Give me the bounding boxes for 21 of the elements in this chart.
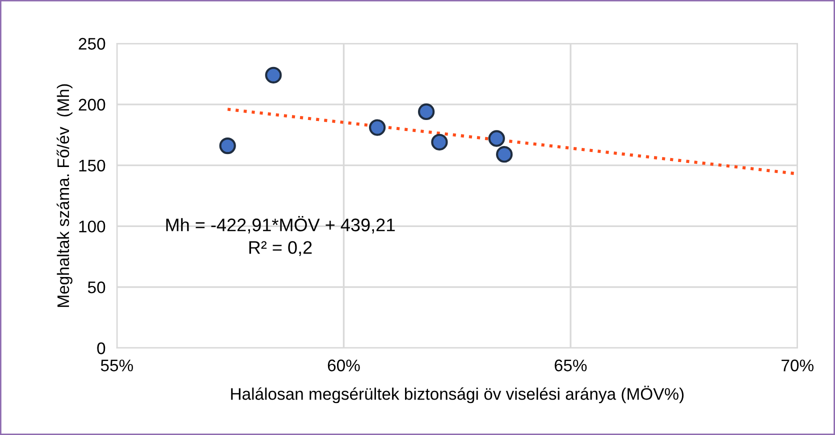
point <box>219 137 236 154</box>
x-axis-title: Halálosan megsérültek biztonsági öv viselési aránya (MÖV%) <box>231 386 684 404</box>
point <box>265 66 282 84</box>
point <box>496 146 513 163</box>
y-tick-label: 50 <box>88 282 106 294</box>
y-axis-title: Meghaltak száma. Fő/év (Mh) <box>56 84 72 307</box>
annotation: Mh = -422,91*MÖV + 439,21 <box>166 216 395 234</box>
y-tick-label: 150 <box>79 160 106 172</box>
point <box>488 130 505 147</box>
y-tick-label: 0 <box>97 342 106 354</box>
y-tick-label: 200 <box>78 98 106 111</box>
y-tick-label: 100 <box>79 220 106 232</box>
point <box>418 103 435 120</box>
annotation: R² = 0,2 <box>249 241 312 256</box>
x-tick-label: 60% <box>328 360 360 372</box>
point <box>431 134 448 150</box>
x-tick-label: 55% <box>100 360 133 372</box>
x-tick-label: 65% <box>554 360 587 372</box>
x-tick-label: 70% <box>782 360 814 372</box>
y-tick-label: 250 <box>78 38 106 50</box>
point <box>368 119 386 136</box>
